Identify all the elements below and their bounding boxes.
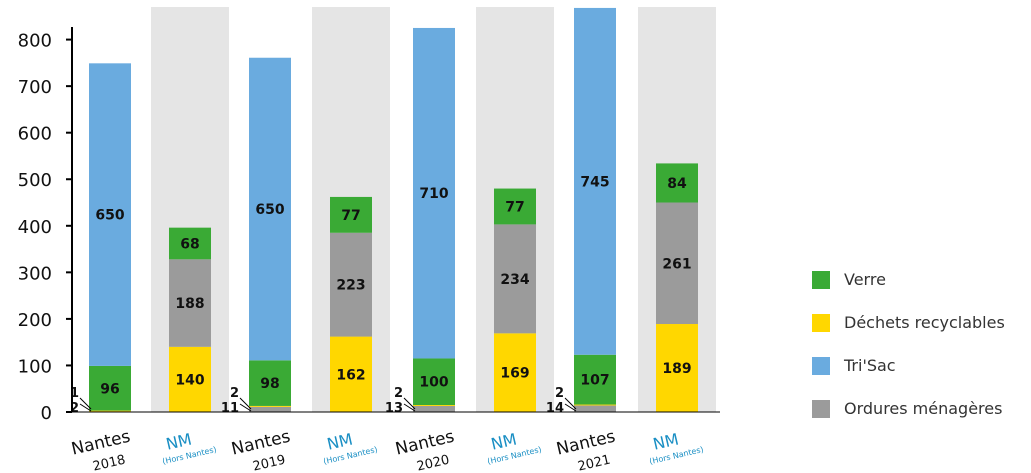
y-tick-label: 400	[18, 217, 52, 238]
callout-label: 1	[70, 386, 79, 401]
callout-label: 11	[221, 401, 239, 416]
x-tick-sublabel: 2021	[576, 453, 612, 473]
bar-segment-dechets-recyclables	[169, 346, 211, 412]
y-tick-label: 0	[41, 403, 52, 424]
x-tick-sublabel: 2020	[415, 453, 451, 473]
legend-item-trisac: Tri'Sac	[812, 344, 1031, 387]
x-tick-sublabel: 2019	[251, 453, 287, 473]
legend-swatch-ordures-menageres	[812, 399, 830, 418]
data-label: 234	[500, 272, 529, 288]
bar-segment-verre	[494, 188, 536, 225]
x-tick-sublabel: 2018	[91, 453, 127, 473]
data-label: 169	[500, 366, 529, 382]
legend-swatch-trisac	[812, 356, 830, 375]
bar-segment-verre	[330, 196, 372, 233]
callout-label: 2	[555, 386, 564, 401]
bar-segment-dechets-recyclables	[249, 405, 291, 407]
data-label: 68	[180, 236, 199, 252]
bar-segment-dechets-recyclables	[89, 410, 131, 412]
bar-segment-tri-sac	[249, 57, 291, 361]
legend-label-verre: Verre	[844, 270, 886, 289]
bar-segment-ordures-menageres	[330, 232, 372, 337]
data-label: 162	[336, 367, 365, 383]
callout-line	[239, 397, 252, 410]
bar-segment-verre	[89, 365, 131, 411]
legend-swatch-verre	[812, 270, 830, 289]
bar-segment-ordures-menageres	[413, 405, 455, 412]
legend-item-ordures-menageres: Ordures ménagères	[812, 387, 1031, 430]
callout-line	[239, 403, 252, 412]
data-label: 100	[419, 375, 448, 391]
data-label: 188	[175, 296, 204, 312]
legend-swatch-dechets-recyclables	[812, 313, 830, 332]
data-label: 107	[580, 373, 609, 389]
bar-segment-tri-sac	[413, 27, 455, 359]
legend-label-trisac: Tri'Sac	[844, 356, 896, 375]
y-tick-label: 500	[18, 170, 52, 191]
bar-segment-verre	[413, 358, 455, 406]
bar-segment-verre	[574, 354, 616, 405]
bar-segment-verre	[249, 360, 291, 406]
y-tick-label: 200	[18, 310, 52, 331]
bar-segment-dechets-recyclables	[494, 333, 536, 412]
legend-item-verre: Verre	[812, 258, 1031, 301]
data-label: 77	[505, 199, 524, 215]
data-label: 223	[336, 278, 365, 294]
callout-line	[79, 403, 92, 412]
bar-segment-ordures-menageres	[494, 224, 536, 334]
callout-label: 2	[230, 386, 239, 401]
data-label: 650	[255, 202, 284, 218]
bar-segment-ordures-menageres	[574, 405, 616, 412]
bar-segment-dechets-recyclables	[656, 324, 698, 412]
bar-segment-verre	[169, 227, 211, 260]
y-tick-label: 800	[18, 31, 52, 52]
stacked-bar-chart: 6509665098710100745107681881407722316277…	[18, 7, 720, 473]
bar-segment-dechets-recyclables	[574, 404, 616, 406]
callout-line	[403, 397, 416, 410]
legend-item-dechets-recyclables: Déchets recyclables	[812, 301, 1031, 344]
bar-segment-tri-sac	[574, 7, 616, 355]
data-label: 261	[662, 256, 691, 272]
y-tick-label: 300	[18, 263, 52, 284]
bar-segment-dechets-recyclables	[413, 405, 455, 406]
callout-line	[564, 403, 577, 412]
y-tick-label: 100	[18, 356, 52, 377]
data-label: 84	[667, 176, 687, 192]
callout-label: 14	[546, 401, 564, 416]
data-label: 77	[341, 208, 360, 224]
data-label: 710	[419, 186, 448, 202]
data-label: 650	[95, 208, 124, 224]
bar-segment-verre	[656, 163, 698, 203]
callout-label: 13	[385, 401, 403, 416]
bar-segment-ordures-menageres	[249, 406, 291, 412]
callout-line	[79, 397, 92, 410]
data-label: 189	[662, 361, 691, 377]
bar-segment-tri-sac	[89, 63, 131, 366]
bar-segment-ordures-menageres	[169, 259, 211, 347]
legend-label-dechets-recyclables: Déchets recyclables	[844, 313, 1005, 332]
data-label: 140	[175, 372, 204, 388]
data-label: 96	[100, 381, 119, 397]
bar-segment-ordures-menageres	[656, 202, 698, 325]
legend: Verre Déchets recyclables Tri'Sac Ordure…	[812, 258, 1031, 430]
y-tick-label: 600	[18, 124, 52, 145]
callout-line	[403, 403, 416, 412]
callout-line	[564, 397, 577, 410]
legend-label-ordures-menageres: Ordures ménagères	[844, 399, 1003, 418]
y-tick-label: 700	[18, 77, 52, 98]
bar-segment-dechets-recyclables	[330, 336, 372, 412]
data-label: 98	[260, 376, 279, 392]
callout-label: 2	[394, 386, 403, 401]
callout-label: 2	[70, 401, 79, 416]
data-label: 745	[580, 174, 609, 190]
